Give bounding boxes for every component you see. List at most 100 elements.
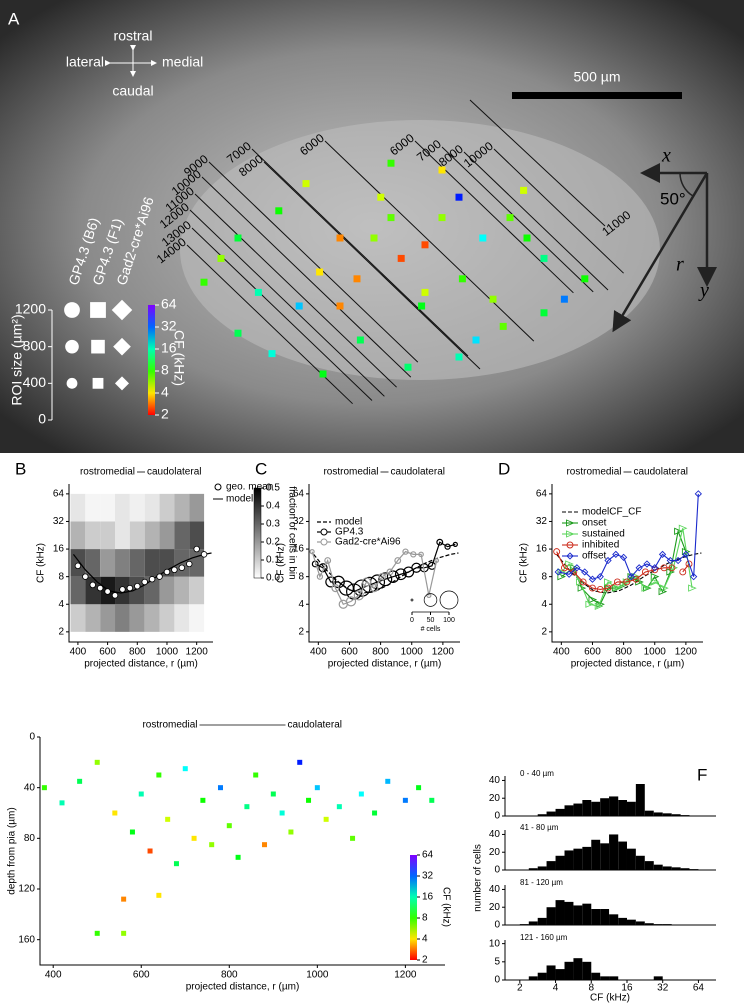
colorbar: [148, 305, 155, 415]
heatmap-cell: [85, 604, 101, 632]
direction-right: caudolateral: [634, 467, 688, 478]
marker: [627, 573, 636, 581]
size-marker: [90, 302, 106, 318]
bubble: [378, 572, 393, 587]
series-line: [556, 552, 702, 594]
colorbar-tick-label: 64: [422, 850, 434, 861]
cell: [121, 896, 127, 902]
heatmap-cell: [144, 549, 160, 577]
axis-arrow: [612, 172, 709, 333]
axis-name: x: [661, 145, 671, 167]
panel-a: A rostral caudal lateral medial 500 µm x…: [0, 0, 744, 453]
y-tick-label: 5: [494, 956, 500, 967]
bubble: [452, 541, 458, 547]
direction-left: rostromedial: [566, 467, 621, 478]
bar: [680, 868, 690, 870]
marker: [561, 564, 568, 572]
isoline: [469, 99, 606, 227]
geo-mean: [141, 578, 148, 586]
axis-name: y: [698, 280, 709, 302]
isoline: [201, 176, 412, 378]
heatmap-cell: [129, 549, 145, 577]
x-tick-label: 1200: [186, 647, 209, 658]
bubble: [426, 592, 432, 598]
colorbar-tick-label: 8: [422, 913, 428, 924]
cell: [138, 791, 144, 797]
legend-label: Gad2-cre*Ai96: [335, 537, 401, 548]
cell: [217, 785, 223, 791]
direction-left: rostromedial: [80, 467, 135, 478]
axis-line: [308, 484, 460, 643]
roi: [438, 214, 446, 222]
isoline: [189, 209, 385, 397]
cell: [182, 766, 188, 772]
x-tick-label: 16: [621, 983, 633, 994]
direction-right: caudolateral: [288, 720, 342, 731]
roi: [356, 336, 364, 344]
panel-title: 41 - 80 µm: [520, 823, 559, 832]
cell: [372, 810, 378, 816]
heatmap-cell: [189, 493, 205, 522]
bubble: [378, 572, 386, 581]
bubble: [434, 558, 440, 563]
y-tick-label: 64: [536, 489, 548, 500]
cell: [270, 791, 276, 797]
marker: [660, 564, 668, 572]
bubble: [345, 596, 357, 607]
bubble: [418, 551, 424, 558]
roi: [418, 302, 426, 310]
marker: [632, 575, 640, 583]
bar: [555, 900, 565, 925]
heatmap-cell: [85, 493, 101, 522]
legend-marker: [320, 538, 328, 546]
y-axis-label: depth from pia (µm): [7, 807, 18, 894]
marker: [651, 564, 659, 572]
bubble: [402, 548, 409, 555]
x-tick-label: 400: [70, 647, 87, 658]
y-tick-label: 8: [541, 571, 547, 582]
isoline: [463, 151, 609, 291]
roi: [336, 234, 344, 242]
isoline: [414, 140, 574, 294]
x-tick-label: 800: [221, 970, 238, 981]
bar: [609, 796, 619, 816]
cell: [226, 823, 232, 829]
cell: [429, 797, 435, 803]
heatmap-cell: [115, 493, 130, 522]
bar: [582, 846, 592, 870]
bar: [564, 961, 574, 980]
roi: [234, 234, 242, 242]
legend-label: offset: [582, 551, 606, 562]
marker: [570, 568, 578, 576]
bar: [546, 907, 556, 925]
marker: [688, 584, 697, 592]
marker: [613, 584, 623, 592]
heatmap-cell: [159, 576, 175, 605]
marker: [566, 552, 574, 560]
geo-mean: [193, 545, 200, 553]
colorbar-tick-label: 0.0: [266, 573, 280, 584]
bar: [528, 976, 538, 980]
size-marker: [91, 339, 105, 354]
legend-label: model: [335, 517, 362, 528]
bubble: [361, 577, 372, 587]
heatmap-cell: [129, 521, 145, 550]
y-tick-label: 2: [58, 626, 64, 637]
cell: [323, 816, 329, 822]
heatmap-cell: [115, 521, 130, 550]
roi: [472, 336, 480, 344]
size-label: # cells: [421, 626, 441, 633]
x-tick-label: 600: [341, 647, 358, 658]
heatmap-cell: [159, 604, 175, 632]
size-label: ROI size (µm²): [9, 314, 25, 405]
cell: [147, 848, 153, 854]
heatmap-cell: [174, 576, 190, 605]
size-legend: [410, 598, 414, 602]
bar: [662, 924, 672, 925]
heatmap-cell: [70, 521, 86, 550]
roi: [523, 234, 531, 242]
size-tick-label: 800: [23, 337, 47, 353]
panel-title: 121 - 160 µm: [520, 933, 568, 942]
bubble: [325, 576, 337, 588]
marker: [668, 564, 676, 572]
